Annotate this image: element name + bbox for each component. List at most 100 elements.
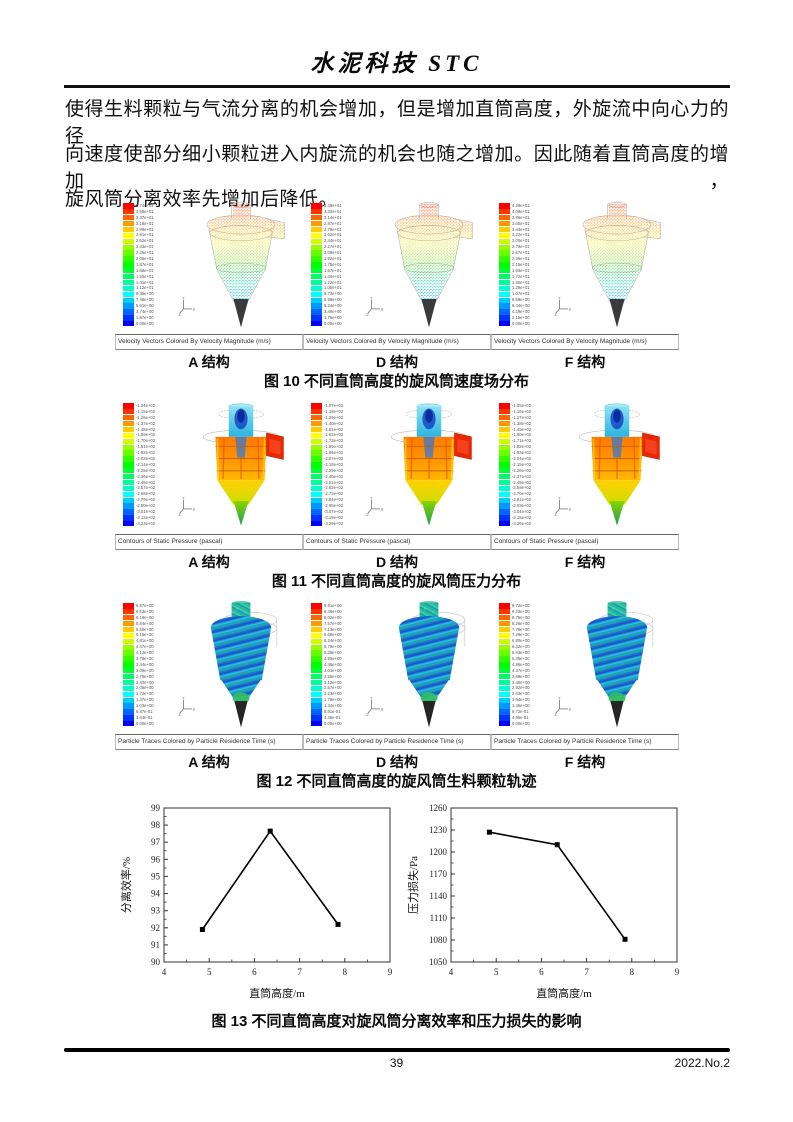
svg-text:5: 5 [207,967,212,977]
cyclone-velocity-image [193,201,289,333]
svg-text:7: 7 [584,967,589,977]
svg-text:6: 6 [539,967,544,977]
legend-row: -1.81e+02 [123,444,181,450]
legend-row: -2.40e+02 [311,473,369,480]
legend-row: -2.37e+02 [499,473,557,480]
svg-text:1230: 1230 [429,825,448,835]
legend-row: 6.80e+00 [499,638,554,644]
legend-row: -1.92e+02 [123,450,181,456]
axis-triad-icon [554,297,571,316]
cyclone-particle-trace-image [398,601,466,728]
structure-label: A 结构 [188,754,230,770]
fluent-caption-bar: Contours of Static Pressure (pascal) [115,534,303,550]
legend-row: -2.29e+02 [311,468,369,474]
legend-row: -1.16e+02 [499,409,557,415]
fig11-panel-f: -1.05e+02 -1.16e+02 -1.27e+02 -1.38e+02 -1.4… [491,400,679,570]
svg-text:99: 99 [151,803,161,813]
color-scale-legend: 3.74e+01 3.55e+01 3.37e+01 3.18e+01 2.99e+01… [123,203,178,327]
svg-text:1260: 1260 [429,803,448,813]
fig12-panel-d: 8.91e+00 8.46e+00 8.02e+00 7.57e+00 7.13e+00… [303,600,491,770]
fluent-caption-bar: Velocity Vectors Colored By Velocity Mag… [115,334,303,350]
axis-triad-icon [554,497,571,516]
cyclone-particle-trace-image [586,601,654,728]
footer-rule [64,1048,730,1052]
svg-text:91: 91 [151,940,160,950]
legend-row: -2.46e+02 [123,479,181,486]
fluent-caption-bar: Contours of Static Pressure (pascal) [491,534,679,550]
legend-row: -1.05e+02 [499,403,557,409]
svg-text:94: 94 [151,889,161,899]
legend-row: 2.97e+01 [311,220,366,227]
legend-row: -2.36e+02 [123,473,181,480]
legend-row: -1.04e+02 [123,403,181,409]
legend-row: 1.87e+01 [123,262,178,268]
legend-row: -1.48e+02 [123,426,181,433]
structure-label: F 结构 [564,754,606,770]
legend-row: -2.07e+02 [311,456,369,462]
legend-row: 8.73e+00 [311,291,366,297]
legend-row: -3.29e+02 [311,521,369,527]
legend-row: -3.18e+02 [311,515,369,521]
svg-text:98: 98 [151,820,161,830]
paragraph-line-1: 使得生料颗粒与气流分离的机会增加，但是增加直筒高度，外旋流中向心力的径 [65,99,729,147]
legend-row: -1.62e+02 [311,432,369,439]
structure-label: D 结构 [376,354,418,370]
legend-row: 4.86e+00 [499,662,554,668]
legend-row: 8.75e+00 [499,615,554,621]
legend-row: -2.79e+02 [123,497,181,503]
legend-row: -2.25e+02 [123,468,181,474]
legend-row: 3.56e+00 [311,673,366,680]
legend-row: 1.93e+01 [499,268,554,274]
legend-row: -1.71e+02 [499,438,557,444]
legend-row: -1.26e+02 [123,415,181,421]
legend-row: 2.99e+01 [123,226,178,233]
legend-row: -2.59e+02 [499,485,557,492]
legend-row: 0.00e+00 [311,321,366,327]
legend-row: 9.23e+00 [499,609,554,615]
legend-row: 2.79e+01 [311,226,366,233]
legend-row: 4.37e+00 [499,668,554,674]
fluent-caption-bar: Contours of Static Pressure (pascal) [303,534,491,550]
fig10-panel-d: 3.49e+01 3.32e+01 3.14e+01 2.97e+01 2.79e+01… [303,200,491,370]
legend-row: 1.57e+01 [311,268,366,274]
figure10-caption: 图 10 不同直筒高度的旋风筒速度场分布 [263,373,530,390]
legend-row: 5.83e+00 [499,650,554,656]
legend-row: -2.57e+02 [123,485,181,492]
legend-row: 2.23e+00 [311,691,366,697]
legend-row: 2.44e+01 [311,238,366,244]
legend-row: 1.78e+00 [311,697,366,703]
legend-row: 1.68e+01 [123,268,178,274]
legend-row: 8.58e+00 [499,297,554,303]
legend-row: 2.15e+01 [499,262,554,268]
fluent-caption-bar: Particle Traces Colored by Particle Resi… [303,734,491,750]
svg-text:直筒高度/m: 直筒高度/m [536,986,592,1000]
cyclone-pressure-image [578,403,661,527]
svg-text:直筒高度/m: 直筒高度/m [249,986,305,1000]
cfd-view: 4.29e+01 4.08e+01 3.86e+01 3.65e+01 3.43e+01… [491,200,679,334]
legend-row: 1.34e+00 [311,703,366,709]
legend-row: 9.35e+00 [123,291,178,297]
svg-text:6: 6 [252,967,257,977]
svg-text:93: 93 [151,906,161,916]
legend-row: 3.14e+01 [311,215,366,221]
legend-row: 8.46e+00 [311,609,366,615]
svg-text:1080: 1080 [429,935,448,945]
legend-row: 2.25e+01 [123,250,178,256]
legend-row: 3.65e+01 [499,220,554,227]
legend-row: 3.43e+01 [499,226,554,233]
legend-row: 0.00e+00 [123,321,178,327]
legend-row: 1.72e+01 [499,273,554,280]
legend-row: 1.50e+01 [499,279,554,286]
legend-row: 2.81e+01 [123,232,178,239]
fig10-panel-a: 3.74e+01 3.55e+01 3.37e+01 3.18e+01 2.99e+01… [115,200,303,370]
svg-text:8: 8 [343,967,348,977]
legend-row: 1.92e+01 [311,256,366,262]
cfd-view: 3.49e+01 3.32e+01 3.14e+01 2.97e+01 2.79e+01… [303,200,491,334]
legend-row: 5.24e+00 [311,303,366,309]
axis-triad-icon [178,497,195,516]
legend-row: 3.09e+00 [123,668,178,674]
legend-row: 3.55e+01 [123,209,178,215]
cfd-view: -1.05e+02 -1.16e+02 -1.27e+02 -1.38e+02 -1.4… [491,400,679,534]
legend-row: 2.67e+00 [311,685,366,692]
svg-text:1170: 1170 [429,869,447,879]
